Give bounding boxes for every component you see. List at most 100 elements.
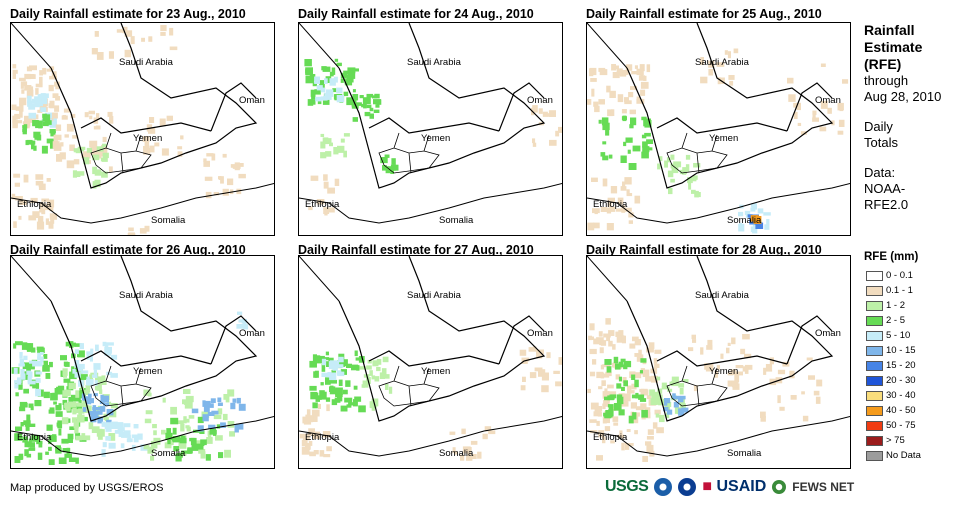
rainfall-cell (35, 83, 43, 88)
map-svg: Saudi Arabia Oman Yemen Ethiopia Somalia (299, 256, 562, 461)
legend-swatch (866, 420, 883, 431)
rainfall-cell (329, 142, 333, 147)
map-label-yemen: Yemen (133, 133, 162, 144)
border-line (368, 117, 500, 134)
legend-label: 40 - 50 (886, 405, 916, 416)
rainfall-cell (49, 213, 58, 220)
rainfall-cell (600, 207, 608, 212)
rainfall-cell (88, 422, 94, 430)
rainfall-cell (602, 436, 606, 444)
rainfall-cell (542, 111, 548, 117)
rainfall-cell (629, 343, 636, 349)
rainfall-cell (121, 432, 129, 438)
rainfall-cell (53, 134, 62, 141)
rainfall-cell (520, 385, 526, 391)
rainfall-cell (114, 429, 120, 434)
rainfall-cell (55, 96, 60, 101)
rainfall-cell (123, 423, 131, 428)
rainfall-cell (104, 422, 112, 430)
legend-label: 1 - 2 (886, 300, 906, 311)
rainfall-cell (92, 374, 98, 378)
rainfall-cell (388, 386, 393, 394)
rainfall-cell (645, 441, 652, 446)
rainfall-cell (593, 222, 600, 229)
rainfall-cell (127, 434, 131, 443)
rainfall-cell (661, 398, 665, 405)
border-line (626, 23, 834, 189)
rainfall-cell (337, 364, 344, 368)
rainfall-cell (63, 108, 71, 113)
rainfall-cell (23, 355, 28, 360)
rainfall-cell (22, 362, 30, 370)
rainfall-cell (11, 193, 16, 200)
rainfall-cell (644, 120, 652, 128)
legend-class-5: 10 - 15 (866, 343, 921, 358)
rainfall-cell (73, 172, 81, 177)
rainfall-cell (58, 457, 67, 464)
rainfall-cell (760, 416, 766, 422)
rainfall-cell (604, 426, 611, 432)
rainfall-cell (344, 79, 352, 84)
rainfall-cell (558, 126, 562, 133)
map-label-saudi: Saudi Arabia (119, 290, 174, 301)
rainfall-cell (635, 406, 644, 411)
rainfall-cell (631, 71, 639, 75)
legend-date: Aug 28, 2010 (864, 89, 942, 104)
legend-data-label: Data: (864, 165, 896, 180)
rainfall-cell (14, 380, 22, 384)
rainfall-cell (688, 347, 694, 352)
rainfall-cell (329, 372, 337, 381)
rainfall-cell (632, 336, 639, 342)
rainfall-cell (60, 370, 64, 377)
rainfall-cell (309, 451, 316, 457)
border-line (378, 365, 440, 407)
rainfall-cell (731, 337, 736, 345)
rainfall-cell (117, 422, 124, 428)
nasa-logo-icon (678, 478, 697, 496)
rainfall-cell (74, 427, 79, 434)
rainfall-cell (149, 117, 155, 123)
rainfall-cell (728, 75, 735, 80)
rainfall-cell (656, 376, 661, 381)
rainfall-cell (207, 434, 212, 438)
rainfall-cell (638, 394, 645, 400)
map-svg: Saudi Arabia Oman Yemen Ethiopia Somalia (587, 256, 850, 462)
rainfall-cell (81, 370, 89, 374)
map-svg: Saudi Arabia Oman Yemen Ethiopia Somalia (11, 23, 274, 235)
rainfall-cell (354, 350, 358, 357)
rainfall-cell (631, 394, 639, 399)
rainfall-cell (25, 423, 30, 431)
rainfall-cell (11, 104, 17, 110)
rainfall-cell (18, 384, 23, 390)
rainfall-cell (727, 380, 736, 387)
rainfall-cell (23, 81, 28, 87)
rainfall-cell (331, 369, 337, 375)
map-label-oman: Oman (527, 328, 553, 339)
rainfall-cell (323, 174, 328, 181)
rainfall-cell (612, 416, 619, 422)
rainfall-cell (555, 381, 562, 387)
rainfall-cell (607, 384, 614, 389)
rainfall-cell (79, 374, 88, 380)
rainfall-cell (608, 410, 613, 418)
rainfall-cell (375, 104, 380, 108)
rainfall-cell (191, 408, 199, 414)
rainfall-cell (101, 421, 106, 427)
legend-label: 50 - 75 (886, 420, 916, 431)
legend-title-line3: (RFE) (864, 56, 902, 72)
rainfall-cell (101, 375, 106, 383)
rainfall-cell (28, 215, 37, 221)
rainfall-cell (107, 111, 113, 117)
rainfall-cell (222, 413, 228, 421)
rainfall-cell (176, 452, 183, 458)
rainfall-cell (43, 93, 49, 98)
map-label-yemen: Yemen (421, 366, 450, 377)
rainfall-cell (356, 365, 360, 371)
rainfall-cell (328, 357, 334, 362)
rainfall-cell (110, 373, 118, 378)
rainfall-cell (363, 380, 369, 388)
rainfall-cell (764, 224, 770, 230)
rainfall-cell (750, 207, 756, 212)
rainfall-cell (83, 157, 90, 165)
rainfall-cell (692, 175, 698, 180)
